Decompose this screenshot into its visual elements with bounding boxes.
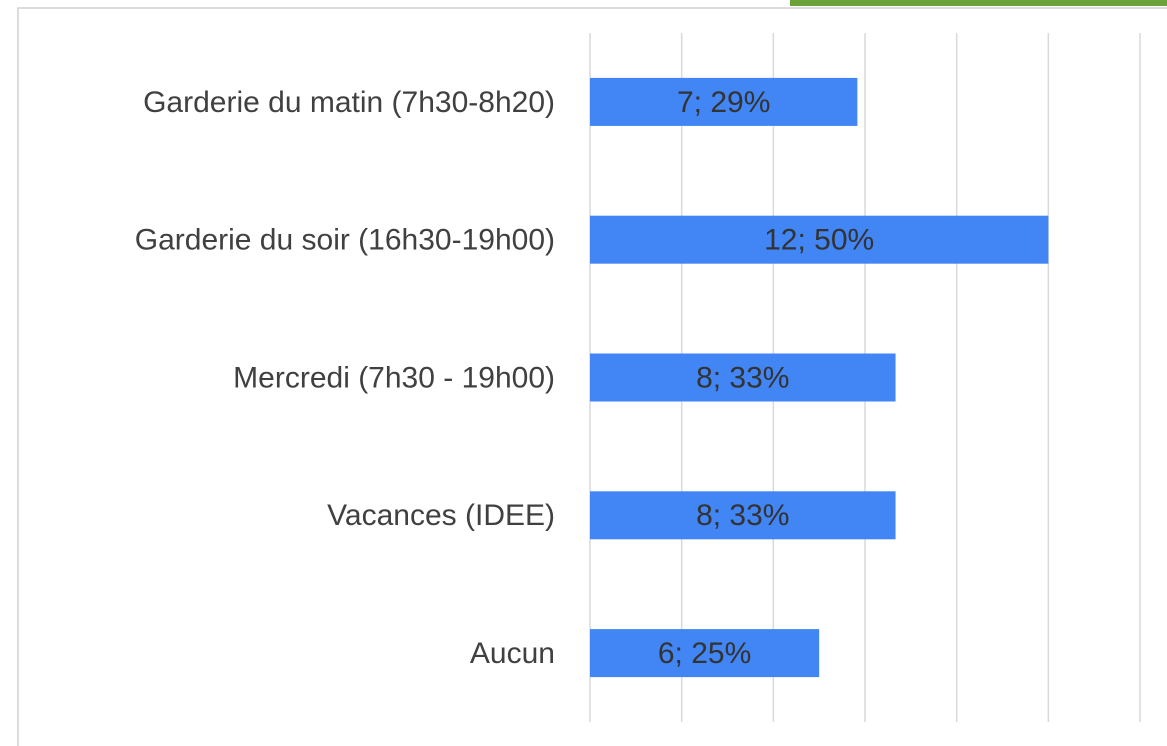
value-label: 8; 33% [696,361,789,394]
top-strip [790,0,1167,6]
bar [590,491,896,540]
y-tick-label: Garderie du soir (16h30-19h00) [135,224,555,257]
bar [590,353,896,402]
y-tick-label: Vacances (IDEE) [327,499,555,532]
value-label: 6; 25% [658,637,751,670]
y-tick-label: Aucun [470,637,555,670]
y-tick-label: Garderie du matin (7h30-8h20) [143,86,555,119]
value-label: 8; 33% [696,499,789,532]
bar [590,629,820,678]
bar [590,77,858,126]
y-tick-label: Mercredi (7h30 - 19h00) [233,361,555,394]
value-label: 12; 50% [764,224,874,257]
bar [590,215,1049,264]
value-label: 7; 29% [677,86,770,119]
